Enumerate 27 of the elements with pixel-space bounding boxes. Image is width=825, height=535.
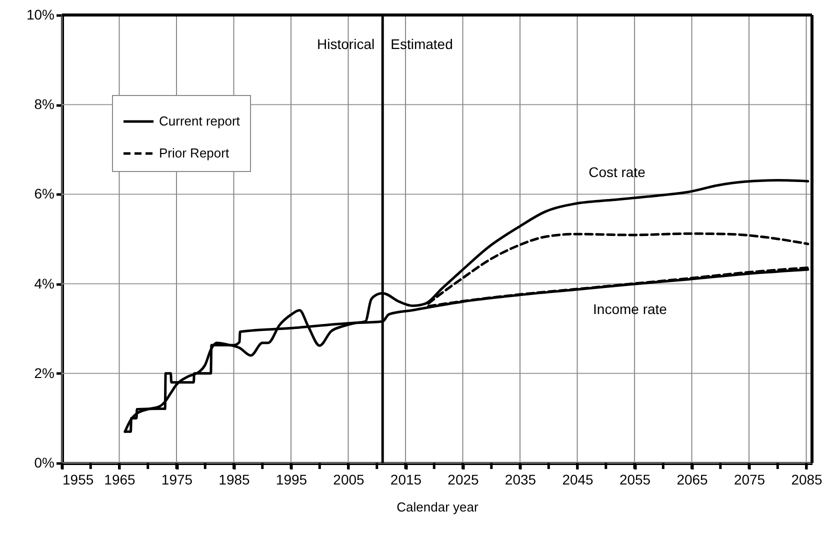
x-tick-label: 1995 (276, 472, 308, 488)
x-tick-label: 2035 (504, 472, 536, 488)
x-tick-label: 1965 (104, 472, 136, 488)
x-tick-label: 1975 (161, 472, 193, 488)
y-tick-label: 0% (34, 454, 54, 470)
annotation: Estimated (390, 36, 453, 52)
annotation: Income rate (593, 301, 668, 317)
annotation: Historical (317, 36, 375, 52)
y-tick-label: 10% (26, 6, 54, 22)
x-tick-label: 1985 (218, 472, 250, 488)
legend-label: Prior Report (159, 146, 230, 160)
y-tick-label: 6% (34, 186, 54, 202)
y-tick-label: 4% (34, 275, 54, 292)
x-tick-label: 1955 (62, 472, 94, 488)
x-tick-label: 2055 (619, 472, 651, 488)
y-tick-label: 2% (34, 364, 54, 381)
annotation: Cost rate (588, 164, 646, 180)
x-axis-title: Calendar year (396, 500, 479, 514)
y-tick-label: 8% (34, 96, 54, 112)
x-tick-label: 2085 (791, 472, 823, 488)
x-tick-label: 2045 (562, 472, 594, 488)
x-tick-label: 2075 (734, 472, 766, 488)
x-tick-label: 2015 (390, 472, 422, 488)
x-tick-label: 2025 (448, 472, 480, 488)
legend-label: Current report (159, 114, 240, 128)
x-tick-label: 2005 (333, 472, 365, 488)
x-tick-label: 2065 (676, 472, 708, 488)
